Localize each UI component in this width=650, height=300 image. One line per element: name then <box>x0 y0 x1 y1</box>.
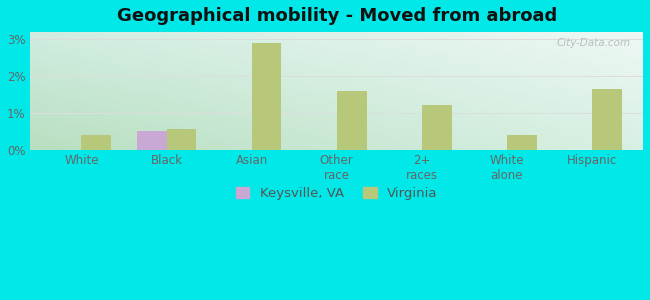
Bar <box>592 89 622 149</box>
Text: City-Data.com: City-Data.com <box>556 38 630 48</box>
Bar <box>337 91 367 149</box>
Bar <box>422 106 452 149</box>
Legend: Keysville, VA, Virginia: Keysville, VA, Virginia <box>232 183 441 204</box>
Bar <box>507 135 537 149</box>
Title: Geographical mobility - Moved from abroad: Geographical mobility - Moved from abroa… <box>116 7 557 25</box>
Bar <box>252 43 281 149</box>
Bar <box>166 129 196 149</box>
Bar <box>136 131 166 149</box>
Bar <box>81 135 111 149</box>
